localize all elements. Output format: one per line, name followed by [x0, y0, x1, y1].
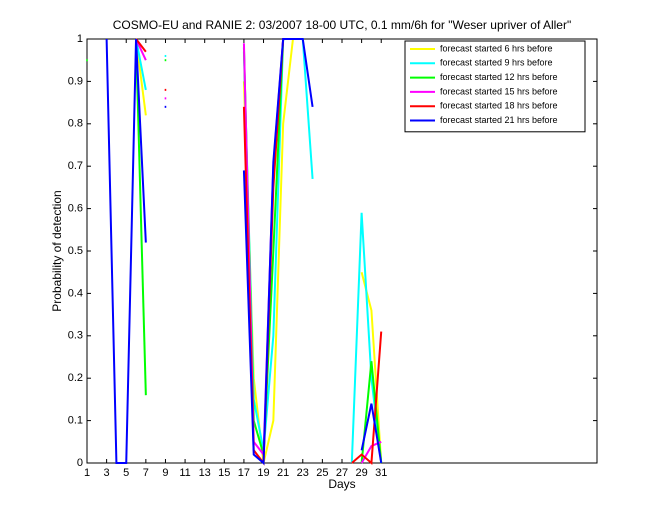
x-tick-label: 19 [257, 467, 269, 479]
series-line [105, 38, 147, 464]
x-tick-label: 17 [238, 467, 250, 479]
y-tick-label: 0.8 [68, 118, 83, 130]
y-tick-label: 0.4 [68, 287, 83, 299]
series-line [351, 331, 383, 466]
legend-label: forecast started 12 hrs before [440, 72, 558, 82]
x-tick-label: 11 [179, 467, 190, 479]
series-line [135, 38, 147, 53]
x-tick-label: 21 [277, 467, 289, 479]
legend-label: forecast started 9 hrs before [440, 58, 553, 68]
x-tick-label: 31 [375, 467, 387, 479]
x-tick-label: 29 [355, 467, 367, 479]
legend-label: forecast started 18 hrs before [440, 101, 558, 111]
series-line [135, 38, 147, 91]
y-tick-label: 0.9 [68, 75, 83, 87]
x-tick-label: 7 [143, 467, 149, 479]
x-tick-label: 1 [84, 467, 90, 479]
y-tick-label: 0.3 [68, 330, 83, 342]
legend-label: forecast started 21 hrs before [440, 115, 558, 125]
legend-label: forecast started 15 hrs before [440, 86, 558, 96]
series-line [242, 38, 314, 466]
y-tick-label: 1 [77, 33, 83, 45]
x-axis-label: Days [328, 477, 355, 491]
x-tick-label: 13 [199, 467, 211, 479]
chart-title: COSMO-EU and RANIE 2: 03/2007 18-00 UTC,… [113, 18, 571, 32]
x-tick-label: 27 [336, 467, 348, 479]
y-axis-label: Probability of detection [50, 190, 64, 311]
x-tick-label: 25 [316, 467, 328, 479]
y-tick-label: 0.6 [68, 203, 83, 215]
series-line [360, 271, 383, 464]
y-tick-label: 0.1 [68, 415, 83, 427]
series-line [135, 38, 147, 396]
y-tick-label: 0.2 [68, 372, 83, 384]
series-line [360, 361, 383, 464]
legend-box [404, 40, 586, 133]
x-tick-label: 3 [104, 467, 110, 479]
x-tick-label: 5 [123, 467, 129, 479]
y-tick-label: 0 [77, 457, 83, 469]
legend-label: forecast started 6 hrs before [440, 43, 553, 53]
y-tick-label: 0.5 [68, 245, 83, 257]
series-line [360, 403, 383, 464]
x-tick-label: 15 [218, 467, 230, 479]
y-tick-label: 0.7 [68, 160, 83, 172]
x-tick-label: 23 [297, 467, 309, 479]
x-tick-label: 9 [162, 467, 168, 479]
